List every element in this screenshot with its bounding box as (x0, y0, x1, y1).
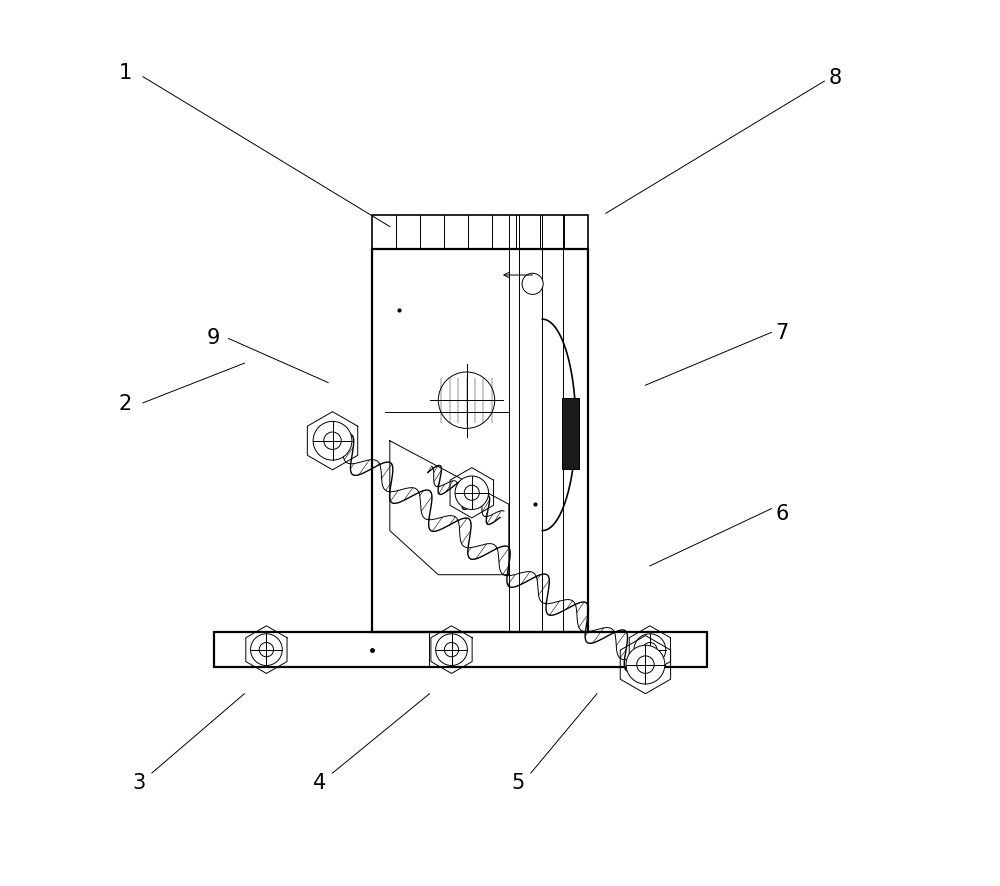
Circle shape (522, 274, 543, 295)
Circle shape (455, 477, 489, 510)
Circle shape (438, 373, 495, 429)
Text: 5: 5 (511, 772, 524, 792)
Circle shape (436, 634, 467, 665)
Circle shape (634, 634, 666, 665)
Bar (562, 399, 579, 470)
Text: 4: 4 (313, 772, 326, 792)
Bar (372, 216, 588, 249)
Text: 8: 8 (828, 67, 842, 88)
Text: 2: 2 (119, 393, 132, 414)
Text: 3: 3 (132, 772, 145, 792)
Text: 1: 1 (119, 63, 132, 83)
Circle shape (313, 422, 352, 461)
Text: 6: 6 (775, 503, 789, 524)
Bar (372, 249, 588, 633)
Text: 9: 9 (207, 327, 220, 347)
Text: 7: 7 (775, 323, 789, 343)
Bar (214, 633, 707, 667)
Circle shape (626, 646, 665, 684)
Circle shape (251, 634, 282, 665)
